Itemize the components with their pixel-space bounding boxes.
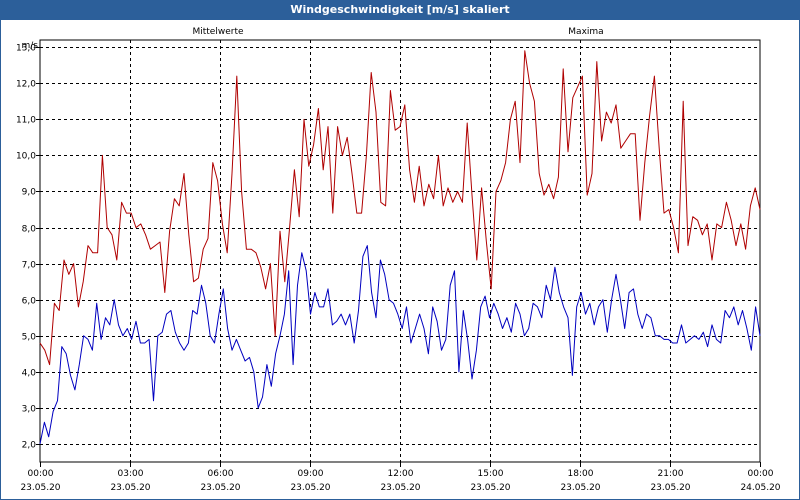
legend-maxima: Maxima bbox=[568, 27, 603, 37]
y-tick-label: 9,0 bbox=[22, 188, 37, 198]
x-tick-date: 23.05.20 bbox=[200, 483, 240, 493]
legend-mittelwerte: Mittelwerte bbox=[192, 27, 243, 37]
y-tick-label: 3,0 bbox=[22, 405, 37, 415]
y-tick-label: 8,0 bbox=[22, 225, 37, 235]
y-tick-label: 12,0 bbox=[16, 80, 36, 90]
x-tick-time: 06:00 bbox=[208, 469, 234, 479]
x-tick-date: 23.05.20 bbox=[290, 483, 330, 493]
x-tick-date: 23.05.20 bbox=[470, 483, 510, 493]
window-title: Windgeschwindigkeit [m/s] skaliert bbox=[0, 0, 800, 20]
y-tick-label: 7,0 bbox=[22, 261, 37, 271]
x-tick-date: 23.05.20 bbox=[560, 483, 600, 493]
x-tick-time: 18:00 bbox=[568, 469, 594, 479]
y-tick-label: 13,0 bbox=[16, 44, 36, 54]
y-tick-label: 6,0 bbox=[22, 297, 37, 307]
x-tick-time: 00:00 bbox=[748, 469, 774, 479]
y-tick-label: 5,0 bbox=[22, 333, 37, 343]
y-tick-label: 10,0 bbox=[16, 152, 36, 162]
y-tick-label: 2,0 bbox=[22, 441, 37, 451]
y-axis-label: m/s bbox=[22, 41, 39, 51]
series-maxima-line bbox=[39, 50, 761, 366]
x-tick-time: 09:00 bbox=[298, 469, 324, 479]
x-tick-date: 23.05.20 bbox=[20, 483, 60, 493]
x-tick-date: 23.05.20 bbox=[650, 483, 690, 493]
x-tick-date: 24.05.20 bbox=[740, 483, 780, 493]
x-tick-date: 23.05.20 bbox=[110, 483, 150, 493]
x-tick-time: 00:00 bbox=[28, 469, 54, 479]
x-tick-time: 12:00 bbox=[388, 469, 414, 479]
series-mittelwerte-line bbox=[39, 245, 761, 445]
x-tick-time: 15:00 bbox=[478, 469, 504, 479]
x-tick-date: 23.05.20 bbox=[380, 483, 420, 493]
y-tick-label: 4,0 bbox=[22, 369, 37, 379]
x-tick-time: 21:00 bbox=[658, 469, 684, 479]
y-tick-label: 11,0 bbox=[16, 116, 36, 126]
x-tick-time: 03:00 bbox=[118, 469, 144, 479]
